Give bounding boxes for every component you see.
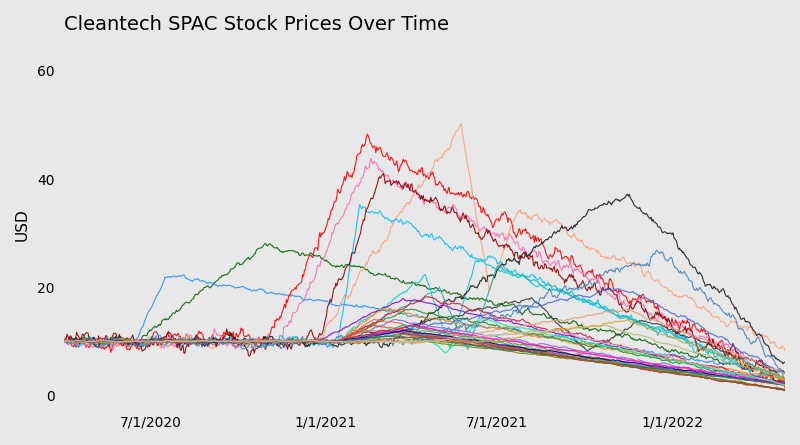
Text: Cleantech SPAC Stock Prices Over Time: Cleantech SPAC Stock Prices Over Time [64,15,450,34]
Y-axis label: USD: USD [15,209,30,242]
